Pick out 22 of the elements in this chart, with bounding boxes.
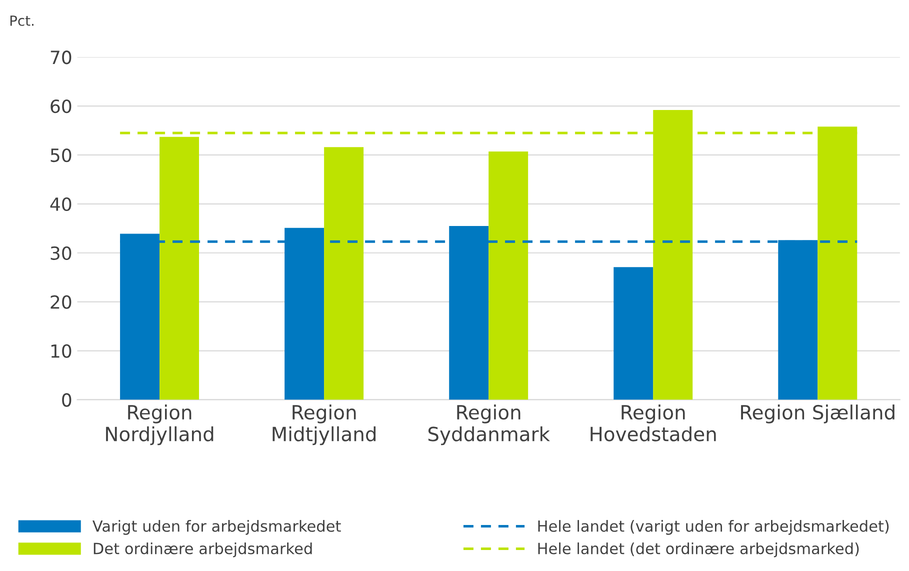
y-tick-label: 60 <box>50 100 72 114</box>
y-axis-title: Pct. <box>10 16 34 26</box>
y-tick-label: 0 <box>62 393 72 407</box>
y-tick-label: 30 <box>50 246 72 260</box>
y-tick-label: 50 <box>50 148 72 162</box>
y-tick-label: 70 <box>50 50 72 64</box>
legend-label: Varigt uden for arbejdsmarkedet <box>92 520 341 535</box>
legend-label: Hele landet (varigt uden for arbejdsmarkedet) <box>538 520 889 535</box>
x-tick-label: Region Sjælland <box>741 404 894 424</box>
legend-label: Hele landet (det ordinære arbejdsmarked) <box>538 542 859 558</box>
bar <box>324 147 364 400</box>
legend-label: Det ordinære arbejdsmarked <box>94 542 312 558</box>
x-tick-label: Region Syddanmark <box>428 404 550 446</box>
y-tick-label: 10 <box>51 344 72 358</box>
y-tick-label: 20 <box>50 295 72 309</box>
x-tick-label: Region Hovedstaden <box>590 404 716 442</box>
bar <box>488 152 528 400</box>
bar <box>614 267 654 400</box>
x-tick-label: Region Nordjylland <box>106 404 214 446</box>
bar <box>160 136 200 400</box>
x-tick-label: Region Midtjylland <box>272 404 376 446</box>
y-tick-label: 40 <box>50 197 72 212</box>
